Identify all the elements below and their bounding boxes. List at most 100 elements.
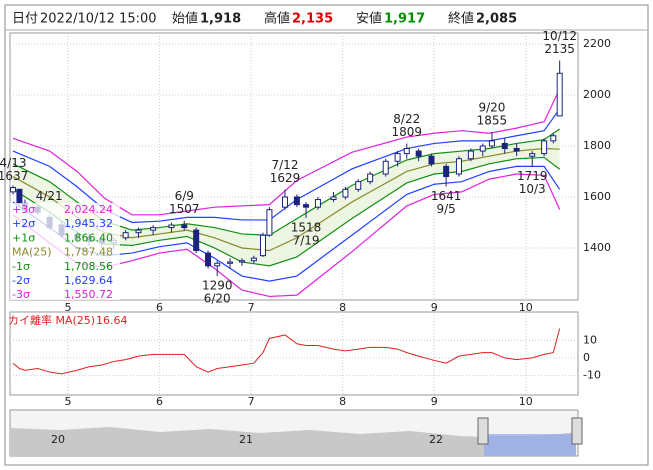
annotation-value: 1518 xyxy=(291,220,322,234)
candle-body xyxy=(205,252,212,267)
y-tick-label: 2200 xyxy=(583,37,611,50)
legend-name: -3σ xyxy=(12,288,30,301)
label: 安値 xyxy=(356,11,382,27)
annotation-date: 4/21 xyxy=(36,189,63,203)
legend-name: MA(25) xyxy=(12,246,52,259)
y-tick-label: 1400 xyxy=(583,241,611,254)
candle-body xyxy=(250,257,257,262)
candle-body xyxy=(501,142,508,150)
candle-body xyxy=(382,160,389,175)
candle-body xyxy=(467,150,474,160)
legend-name: +2σ xyxy=(12,217,35,230)
candle-body xyxy=(488,140,495,147)
x-tick-label: 10 xyxy=(519,395,533,408)
annotation-date: 7/19 xyxy=(293,233,320,247)
band-fill xyxy=(13,129,560,266)
navigator-label: 20 xyxy=(51,433,65,446)
navigator-selection[interactable] xyxy=(484,434,576,456)
legend-name: +3σ xyxy=(12,203,35,216)
annotation-value: 1809 xyxy=(391,125,422,139)
x-tick-label: 8 xyxy=(339,301,346,314)
candle-body xyxy=(181,224,188,229)
annotation-date: 6/20 xyxy=(204,292,231,306)
candle-body xyxy=(342,188,349,198)
candle-body xyxy=(10,187,17,193)
candle-body xyxy=(135,229,142,234)
annotation-date: 9/20 xyxy=(478,100,505,114)
candle-body xyxy=(529,153,536,157)
legend-value: 1,629.64 xyxy=(64,274,113,287)
label: 終値 xyxy=(448,11,474,27)
candle-body xyxy=(443,165,450,178)
candle-body xyxy=(122,232,129,239)
navigator-handle[interactable] xyxy=(477,417,489,445)
y-tick-label: 2000 xyxy=(583,88,611,101)
candle-body xyxy=(541,140,548,155)
annotation-date: 10/12 xyxy=(542,29,577,43)
candle-body xyxy=(479,145,486,152)
label: 始値 xyxy=(172,11,198,27)
annotation-value: 1290 xyxy=(202,279,233,293)
candle-body xyxy=(403,148,410,155)
annotation-value: 1637 xyxy=(0,169,28,183)
x-tick-label: 5 xyxy=(64,395,71,408)
indicator-title: カイ離率 MA(25) xyxy=(8,313,95,327)
annotation-date: 4/13 xyxy=(0,156,26,170)
x-tick-label: 7 xyxy=(248,395,255,408)
candle-body xyxy=(330,196,337,201)
navigator-profile xyxy=(10,427,576,456)
x-tick-label: 9 xyxy=(431,395,438,408)
open: 1,918 xyxy=(200,12,241,27)
plot-frame xyxy=(9,32,579,301)
annotation-value: 2135 xyxy=(544,42,575,56)
annotation-value: 1641 xyxy=(431,189,462,203)
candle-body xyxy=(281,196,288,208)
legend-value: 2,024.24 xyxy=(64,203,113,216)
candle-body xyxy=(214,262,221,267)
candle-body xyxy=(227,261,234,264)
x-tick-label: 10 xyxy=(519,301,533,314)
y-tick-label: 10 xyxy=(583,333,597,346)
candle-body xyxy=(293,196,300,206)
candle-body xyxy=(455,158,462,175)
candle-body xyxy=(556,72,563,117)
legend-name: -2σ xyxy=(12,274,30,287)
x-tick-label: 7 xyxy=(248,301,255,314)
candle-body xyxy=(260,234,267,257)
navigator-label: 22 xyxy=(429,433,443,446)
y-tick-label: 0 xyxy=(583,351,590,364)
annotation-value: 1855 xyxy=(477,113,508,127)
candle-body xyxy=(168,224,175,229)
x-tick-label: 8 xyxy=(339,395,346,408)
indicator-value: 16.64 xyxy=(96,314,128,327)
y-tick-label: -10 xyxy=(583,369,601,382)
candle-body xyxy=(314,199,321,208)
legend-box xyxy=(10,203,120,300)
label: 日付 xyxy=(12,12,38,27)
candle-body xyxy=(16,188,23,204)
annotation-value: 1629 xyxy=(270,171,301,185)
candle-body xyxy=(394,153,401,162)
line xyxy=(12,328,561,375)
navigator-label: 21 xyxy=(239,433,253,446)
candle-body xyxy=(550,135,557,142)
x-tick-label: 6 xyxy=(156,395,163,408)
candle-body xyxy=(367,173,374,183)
date: 2022/10/12 15:00 xyxy=(40,12,157,27)
y-tick-label: 1800 xyxy=(583,139,611,152)
annotation-date: 8/22 xyxy=(393,112,420,126)
legend-value: 1,708.56 xyxy=(64,260,113,273)
legend-value: 1,550.72 xyxy=(64,288,113,301)
legend-value: 1,866.40 xyxy=(64,231,113,244)
candle-body xyxy=(238,260,245,263)
high: 2,135 xyxy=(292,12,333,27)
label: 高値 xyxy=(264,11,290,27)
navigator-handle[interactable] xyxy=(571,417,583,445)
close: 2,085 xyxy=(476,12,517,27)
candle-body xyxy=(150,227,157,231)
candle-body xyxy=(193,229,200,252)
annotation-date: 10/3 xyxy=(519,182,546,196)
annotation-value: 1719 xyxy=(517,169,548,183)
candle-body xyxy=(266,209,273,236)
